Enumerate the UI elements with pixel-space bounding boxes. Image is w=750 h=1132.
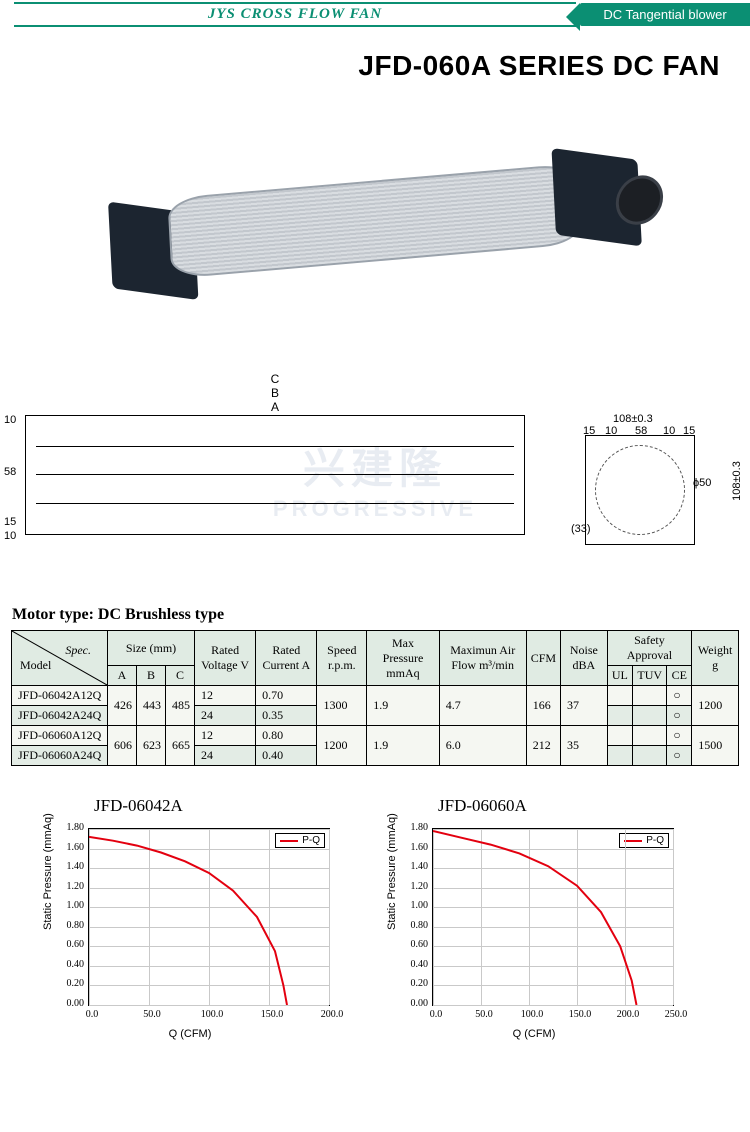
dim-side-s1: 15 <box>583 425 595 437</box>
dim-left-10b: 10 <box>4 530 16 542</box>
ytick: 1.40 <box>404 861 428 872</box>
th-maxaf: Maximun Air Flow m³/min <box>439 631 526 686</box>
th-a: A <box>108 666 137 686</box>
dim-side-s4: 10 <box>663 425 675 437</box>
th-noise: Noise dBA <box>561 631 608 686</box>
ytick: 0.40 <box>60 959 84 970</box>
th-rc: Rated Current A <box>256 631 317 686</box>
drawing-side-view: 108±0.3 108±0.3 15 10 58 10 15 ϕ50 (33) <box>565 415 725 565</box>
dim-side-s5: 15 <box>683 425 695 437</box>
ytick: 1.00 <box>404 900 428 911</box>
dim-side-h: 108±0.3 <box>731 461 743 501</box>
xtick: 0.0 <box>78 1009 106 1020</box>
technical-drawing: 兴建隆 PROGRESSIVE C B A 10 58 15 10 108±0.… <box>15 378 735 578</box>
ytick: 0.40 <box>404 959 428 970</box>
ytick: 1.60 <box>404 842 428 853</box>
chart-ylabel: Static Pressure (mmAq) <box>386 813 398 930</box>
ytick: 0.80 <box>404 920 428 931</box>
chart-2-title: JFD-06060A <box>384 796 710 820</box>
ytick: 0.00 <box>404 998 428 1009</box>
ytick: 0.60 <box>404 939 428 950</box>
dim-left-58: 58 <box>4 466 16 478</box>
chart-1: JFD-06042A P-QStatic Pressure (mmAq)Q (C… <box>40 796 366 1040</box>
th-safety: Safety Approval <box>607 631 692 666</box>
th-weight: Weight g <box>692 631 739 686</box>
ytick: 1.40 <box>60 861 84 872</box>
th-c: C <box>166 666 195 686</box>
dim-side-w: 108±0.3 <box>613 413 653 425</box>
dim-side-s2: 10 <box>605 425 617 437</box>
chart-xlabel: Q (CFM) <box>169 1028 212 1040</box>
ytick: 0.00 <box>60 998 84 1009</box>
xtick: 150.0 <box>258 1009 286 1020</box>
dim-side-phi: ϕ50 <box>693 477 711 489</box>
dim-side-r: (33) <box>571 523 591 535</box>
xtick: 100.0 <box>518 1009 546 1020</box>
motor-type-label: Motor type: DC Brushless type <box>0 588 750 630</box>
brand-right-label: DC Tangential blower <box>580 3 750 26</box>
dim-b: B <box>271 386 279 400</box>
th-ce: CE <box>667 666 692 686</box>
spec-table-head: Spec. Model Size (mm) Rated Voltage V Ra… <box>12 631 739 686</box>
brand-left-label: JYS CROSS FLOW FAN <box>14 2 576 27</box>
ytick: 0.20 <box>60 978 84 989</box>
th-cfm: CFM <box>526 631 560 686</box>
chart-ylabel: Static Pressure (mmAq) <box>42 813 54 930</box>
table-row: JFD-06060A12Q606623665120.8012001.96.021… <box>12 726 739 746</box>
th-rv: Rated Voltage V <box>195 631 256 686</box>
th-ul: UL <box>607 666 632 686</box>
ytick: 1.60 <box>60 842 84 853</box>
xtick: 200.0 <box>614 1009 642 1020</box>
xtick: 50.0 <box>470 1009 498 1020</box>
th-speed: Speed r.p.m. <box>317 631 367 686</box>
table-row: JFD-06042A12Q426443485120.7013001.94.716… <box>12 686 739 706</box>
dim-left-10: 10 <box>4 414 16 426</box>
ytick: 1.20 <box>404 881 428 892</box>
ytick: 1.80 <box>60 822 84 833</box>
ytick: 0.20 <box>404 978 428 989</box>
chart-2: JFD-06060A P-QStatic Pressure (mmAq)Q (C… <box>384 796 710 1040</box>
page-title: JFD-060A SERIES DC FAN <box>0 28 750 90</box>
th-tuv: TUV <box>633 666 667 686</box>
dim-c: C <box>271 372 280 386</box>
chart-1-title: JFD-06042A <box>40 796 366 820</box>
ytick: 1.80 <box>404 822 428 833</box>
xtick: 150.0 <box>566 1009 594 1020</box>
pq-curve <box>89 837 287 1005</box>
dim-side-s3: 58 <box>635 425 647 437</box>
dim-a: A <box>271 400 279 414</box>
th-maxp: Max Pressure mmAq <box>367 631 440 686</box>
ytick: 1.20 <box>60 881 84 892</box>
ytick: 0.60 <box>60 939 84 950</box>
dim-left-15: 15 <box>4 516 16 528</box>
xtick: 250.0 <box>662 1009 690 1020</box>
th-b: B <box>137 666 166 686</box>
product-photo <box>15 90 735 360</box>
spec-table: Spec. Model Size (mm) Rated Voltage V Ra… <box>11 630 739 766</box>
xtick: 0.0 <box>422 1009 450 1020</box>
xtick: 50.0 <box>138 1009 166 1020</box>
xtick: 200.0 <box>318 1009 346 1020</box>
pq-curve <box>433 831 637 1005</box>
drawing-front-view: C B A 10 58 15 10 <box>25 415 525 535</box>
ytick: 0.80 <box>60 920 84 931</box>
th-size: Size (mm) <box>108 631 195 666</box>
chart-xlabel: Q (CFM) <box>513 1028 556 1040</box>
xtick: 100.0 <box>198 1009 226 1020</box>
ytick: 1.00 <box>60 900 84 911</box>
header-band: JYS CROSS FLOW FAN DC Tangential blower <box>0 0 750 28</box>
